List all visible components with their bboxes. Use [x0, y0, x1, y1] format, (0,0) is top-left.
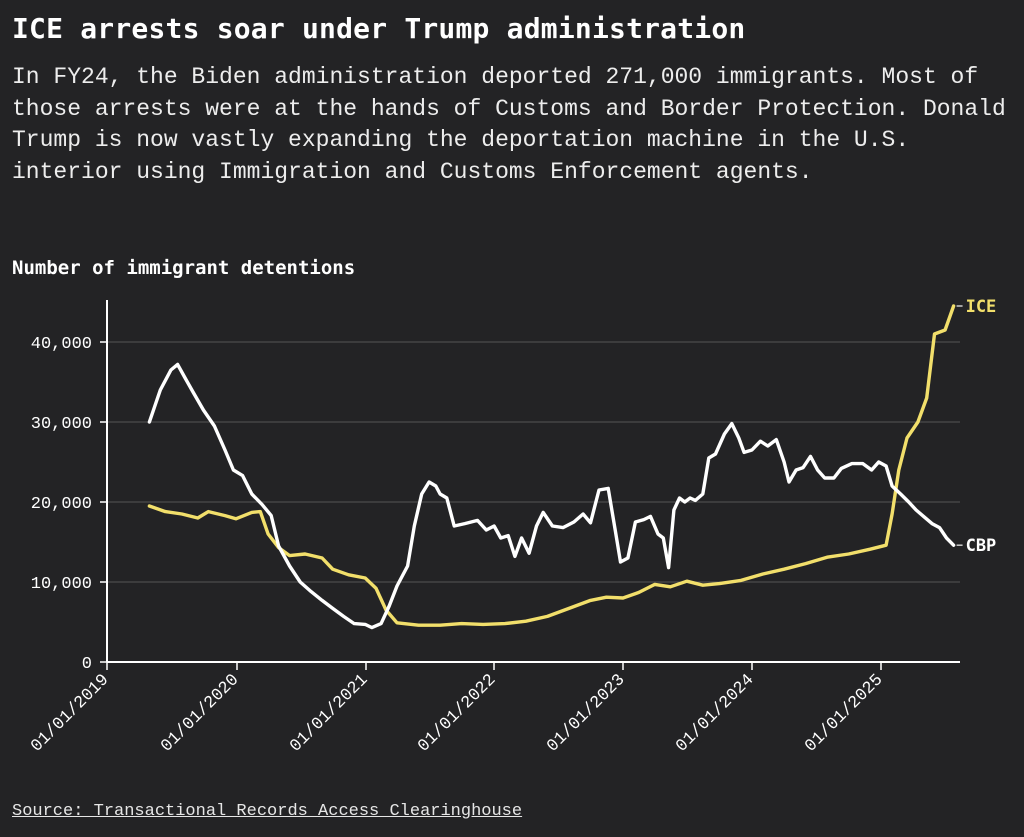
x-tick-label: 01/01/2023: [544, 671, 630, 757]
y-tick-label: 40,000: [31, 335, 92, 354]
x-tick-label: 01/01/2020: [158, 671, 244, 757]
chart-title: ICE arrests soar under Trump administrat…: [12, 12, 746, 45]
x-tick-label: 01/01/2021: [287, 671, 373, 757]
y-tick-label: 30,000: [31, 415, 92, 434]
source-link[interactable]: Source: Transactional Records Access Cle…: [12, 802, 523, 821]
chart-subtitle: In FY24, the Biden administration deport…: [12, 64, 1006, 185]
chart-label: Number of immigrant detentions: [12, 257, 356, 279]
x-tick-label: 01/01/2019: [28, 671, 114, 757]
series-label-ice: ICE: [966, 297, 997, 317]
x-tick-label: 01/01/2024: [673, 671, 759, 757]
x-tick-label: 01/01/2022: [415, 671, 501, 757]
series-line-ice: [147, 304, 956, 627]
y-tick-label: 10,000: [31, 575, 92, 594]
x-tick-label: 01/01/2025: [802, 671, 888, 757]
series-label-cbp: CBP: [966, 536, 997, 556]
series-line-cbp: [147, 362, 956, 630]
y-tick-label: 20,000: [31, 495, 92, 514]
y-tick-label: 0: [82, 655, 92, 674]
